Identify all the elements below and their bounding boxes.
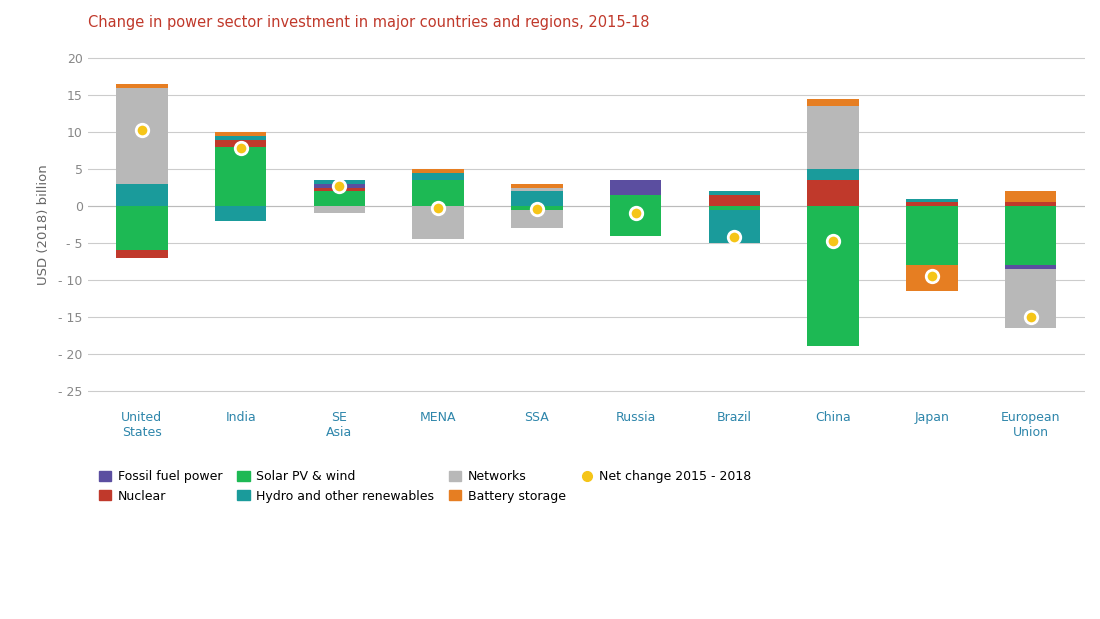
Bar <box>214 140 266 147</box>
Bar <box>314 188 365 191</box>
Bar <box>512 184 562 188</box>
Bar <box>314 180 365 184</box>
Bar <box>314 191 365 206</box>
Bar <box>1005 191 1056 202</box>
Bar <box>807 99 859 106</box>
Bar <box>807 206 859 346</box>
Bar <box>807 180 859 206</box>
Bar <box>117 84 167 88</box>
Bar <box>610 206 661 236</box>
Bar <box>512 206 562 210</box>
Bar <box>807 169 859 180</box>
Bar <box>708 210 760 243</box>
Bar <box>1005 206 1056 265</box>
Bar <box>214 132 266 136</box>
Bar <box>314 206 365 214</box>
Bar <box>708 195 760 206</box>
Bar <box>117 88 167 184</box>
Bar <box>214 206 266 221</box>
Bar <box>610 180 661 195</box>
Bar <box>117 206 167 250</box>
Bar <box>512 210 562 228</box>
Bar <box>412 173 464 180</box>
Bar <box>214 136 266 140</box>
Bar <box>1005 269 1056 328</box>
Bar <box>214 147 266 206</box>
Bar <box>906 199 958 202</box>
Bar <box>412 206 464 240</box>
Y-axis label: USD (2018) billion: USD (2018) billion <box>37 164 50 285</box>
Bar <box>512 191 562 206</box>
Bar <box>117 184 167 206</box>
Text: Change in power sector investment in major countries and regions, 2015-18: Change in power sector investment in maj… <box>88 15 649 30</box>
Bar <box>906 206 958 265</box>
Bar <box>906 265 958 291</box>
Bar <box>807 106 859 169</box>
Bar <box>1005 265 1056 269</box>
Bar <box>314 184 365 188</box>
Bar <box>906 202 958 206</box>
Bar <box>708 206 760 210</box>
Bar <box>512 188 562 191</box>
Bar <box>117 250 167 258</box>
Legend: Fossil fuel power, Nuclear, Solar PV & wind, Hydro and other renewables, Network: Fossil fuel power, Nuclear, Solar PV & w… <box>94 465 757 508</box>
Bar <box>412 180 464 206</box>
Bar <box>708 191 760 195</box>
Bar <box>412 169 464 173</box>
Bar <box>1005 202 1056 206</box>
Bar <box>610 195 661 206</box>
